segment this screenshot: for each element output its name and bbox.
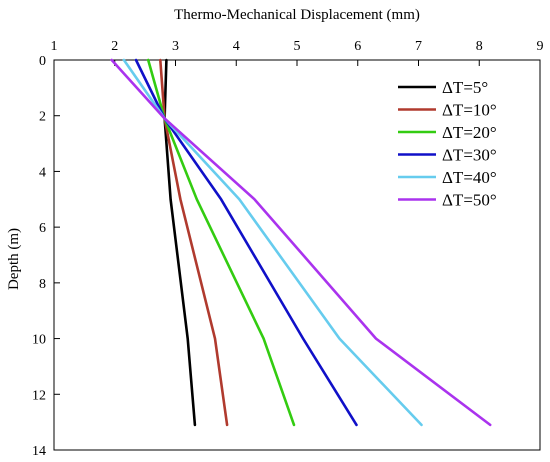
series-line-2 bbox=[159, 58, 229, 427]
series-line-5 bbox=[122, 58, 423, 427]
series-line-3 bbox=[146, 58, 296, 427]
legend-label: ΔT=50° bbox=[442, 191, 497, 210]
x-tick-label: 3 bbox=[172, 39, 179, 54]
series-line-4 bbox=[134, 58, 358, 427]
x-tick-label: 4 bbox=[233, 39, 240, 54]
x-tick-label: 2 bbox=[111, 39, 118, 54]
y-tick-label: 2 bbox=[39, 110, 46, 125]
series-layer bbox=[110, 58, 492, 427]
x-tick-label: 5 bbox=[294, 39, 301, 54]
series-line-1 bbox=[163, 58, 197, 427]
y-tick-label: 6 bbox=[39, 221, 46, 236]
legend-label: ΔT=30° bbox=[442, 146, 497, 165]
series-line-6 bbox=[110, 58, 492, 427]
x-axis-title: Thermo-Mechanical Displacement (mm) bbox=[174, 7, 420, 23]
legend: ΔT=5° ΔT=10° ΔT=20° ΔT=30° ΔT=40° ΔT=50° bbox=[398, 78, 497, 210]
y-tick-label: 10 bbox=[32, 333, 46, 348]
legend-label: ΔT=40° bbox=[442, 168, 497, 187]
y-tick-label: 0 bbox=[39, 54, 46, 69]
legend-label: ΔT=5° bbox=[442, 78, 488, 97]
x-tick-label: 1 bbox=[51, 39, 58, 54]
x-tick-label: 6 bbox=[354, 39, 361, 54]
x-tick-label: 9 bbox=[537, 39, 544, 54]
legend-label: ΔT=20° bbox=[442, 123, 497, 142]
legend-label: ΔT=10° bbox=[442, 101, 497, 120]
x-tick-label: 7 bbox=[415, 39, 422, 54]
y-tick-label: 4 bbox=[39, 165, 46, 180]
y-tick-label: 12 bbox=[32, 388, 46, 403]
y-axis-title: Depth (m) bbox=[6, 228, 22, 290]
y-tick-label: 14 bbox=[32, 444, 46, 459]
x-tick-label: 8 bbox=[476, 39, 483, 54]
y-tick-label: 8 bbox=[39, 277, 46, 292]
